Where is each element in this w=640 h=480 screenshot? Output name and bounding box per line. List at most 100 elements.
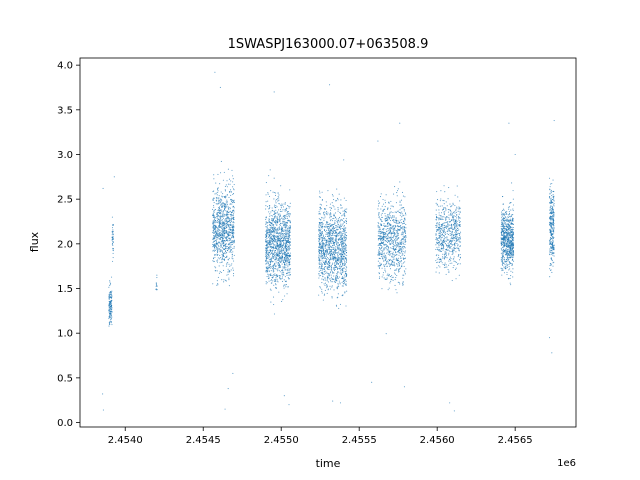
data-point <box>395 202 397 204</box>
data-point <box>459 207 461 209</box>
data-point <box>223 226 225 228</box>
data-point <box>220 234 222 236</box>
data-point <box>377 244 379 246</box>
data-point <box>265 271 267 273</box>
data-point <box>223 228 225 230</box>
data-point <box>268 246 270 248</box>
data-point <box>268 211 270 213</box>
data-point <box>265 226 267 228</box>
data-point <box>267 270 269 272</box>
data-point <box>454 228 456 230</box>
data-point <box>265 259 267 261</box>
data-point <box>436 258 438 260</box>
data-point <box>404 271 406 273</box>
data-point <box>285 245 287 247</box>
data-point <box>382 237 384 239</box>
data-point <box>108 321 110 324</box>
data-point <box>283 243 285 245</box>
data-point <box>232 234 234 236</box>
data-point <box>221 209 223 211</box>
data-point <box>226 211 228 213</box>
data-point <box>216 232 218 234</box>
data-point <box>448 271 450 273</box>
data-point <box>384 240 387 242</box>
data-point <box>393 272 396 274</box>
data-point <box>336 218 338 220</box>
data-point <box>111 276 113 278</box>
data-point <box>277 213 279 215</box>
data-point <box>332 224 335 226</box>
data-point <box>459 253 461 256</box>
data-point <box>386 207 389 209</box>
data-point <box>226 210 228 212</box>
data-point <box>230 200 233 203</box>
data-point <box>268 236 270 238</box>
data-point <box>401 249 403 251</box>
data-point <box>438 205 440 207</box>
data-point <box>338 276 340 278</box>
data-point <box>220 160 222 163</box>
data-point <box>273 238 275 240</box>
data-point <box>456 185 458 187</box>
data-point <box>273 232 275 234</box>
data-point <box>402 229 404 231</box>
data-point <box>454 225 456 227</box>
data-point <box>378 214 380 216</box>
data-point <box>456 247 458 249</box>
data-point <box>222 212 224 214</box>
data-point <box>279 213 281 215</box>
data-point <box>110 292 112 294</box>
data-point <box>274 229 276 231</box>
data-point <box>283 226 285 228</box>
data-point <box>321 224 323 226</box>
data-point <box>329 285 331 287</box>
data-point <box>339 303 342 305</box>
data-point <box>500 252 502 254</box>
data-point <box>456 236 458 238</box>
data-point <box>274 244 276 246</box>
data-point <box>390 232 392 234</box>
data-point <box>222 221 224 223</box>
data-point <box>271 261 273 263</box>
data-point <box>454 239 456 241</box>
data-point <box>385 236 387 238</box>
data-point <box>329 242 331 244</box>
data-point <box>283 273 285 275</box>
data-point <box>399 219 401 221</box>
data-point <box>282 253 284 255</box>
data-point <box>326 292 328 294</box>
data-point <box>343 213 345 215</box>
data-point <box>329 251 331 253</box>
data-point <box>458 222 461 224</box>
data-point <box>319 213 321 215</box>
data-point <box>222 241 225 243</box>
data-point <box>322 235 324 237</box>
data-point <box>333 234 335 236</box>
data-point <box>329 272 332 274</box>
data-point <box>224 196 226 198</box>
data-point <box>273 224 275 226</box>
data-point <box>224 253 226 255</box>
data-point <box>384 206 386 208</box>
data-point <box>265 253 267 256</box>
data-point <box>268 232 270 234</box>
data-point <box>226 218 228 220</box>
data-point <box>380 193 382 195</box>
data-point <box>279 248 281 250</box>
data-point <box>322 278 324 280</box>
data-point <box>395 245 397 247</box>
data-point <box>271 265 274 267</box>
data-point <box>212 216 214 218</box>
data-point <box>395 259 397 261</box>
data-point <box>231 253 233 255</box>
data-point <box>322 239 324 242</box>
data-point <box>381 238 383 240</box>
data-point <box>323 211 325 213</box>
data-point <box>330 207 333 209</box>
data-point <box>221 250 223 252</box>
data-point <box>400 252 402 254</box>
data-point <box>342 271 344 273</box>
data-point <box>456 214 458 216</box>
data-point <box>219 244 222 246</box>
